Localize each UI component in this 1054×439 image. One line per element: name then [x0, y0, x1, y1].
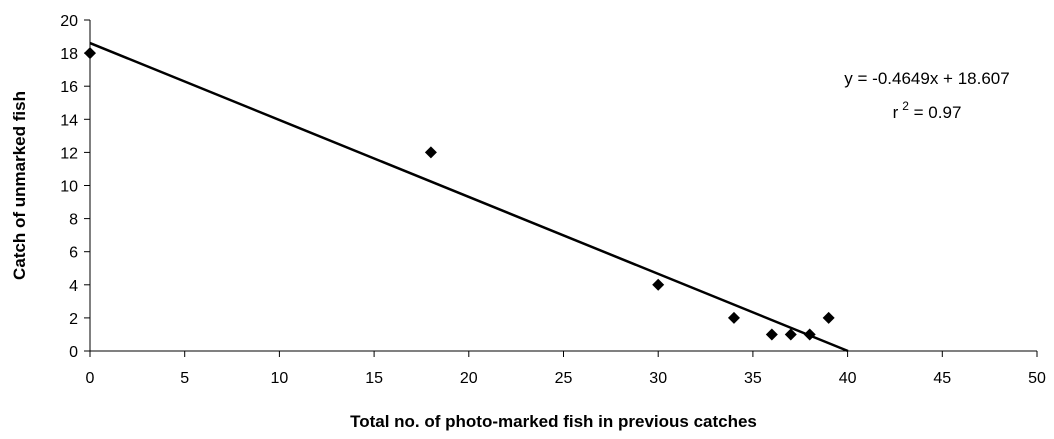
y-tick-label: 10 — [60, 179, 78, 196]
x-tick-label: 50 — [1028, 370, 1046, 387]
x-tick-label: 5 — [180, 370, 189, 387]
y-tick-label: 4 — [69, 278, 78, 295]
x-tick-label: 30 — [649, 370, 667, 387]
x-tick-label: 10 — [271, 370, 289, 387]
data-point — [784, 328, 797, 341]
regression-equation: y = -0.4649x + 18.607 — [844, 69, 1009, 88]
x-ticks: 0 5 10 15 20 25 30 35 40 45 50 — [86, 351, 1046, 387]
trendline — [89, 41, 849, 353]
y-tick-label: 14 — [60, 112, 78, 129]
y-tick-label: 18 — [60, 46, 78, 63]
x-tick-label: 35 — [744, 370, 762, 387]
y-tick-label: 20 — [60, 13, 78, 30]
data-point — [727, 311, 740, 324]
x-tick-label: 20 — [460, 370, 478, 387]
y-tick-label: 16 — [60, 79, 78, 96]
r-squared-superscript: 2 — [902, 99, 909, 113]
x-tick-label: 40 — [839, 370, 857, 387]
data-point — [652, 278, 665, 291]
x-axis-title: Total no. of photo-marked fish in previo… — [350, 412, 757, 431]
data-point — [84, 47, 96, 60]
trendline-group — [89, 41, 849, 353]
r-squared-prefix: r — [893, 103, 899, 122]
x-tick-label: 15 — [365, 370, 383, 387]
y-tick-label: 12 — [60, 145, 78, 162]
y-tick-label: 6 — [69, 245, 78, 262]
x-tick-label: 0 — [86, 370, 95, 387]
data-points — [84, 47, 835, 341]
y-tick-label: 8 — [69, 212, 78, 229]
x-tick-label: 25 — [555, 370, 573, 387]
data-point — [803, 328, 816, 341]
data-point — [822, 311, 835, 324]
data-point — [424, 146, 437, 159]
y-axis-title: Catch of unmarked fish — [10, 91, 29, 280]
y-ticks: 0 2 4 6 8 10 12 14 16 18 20 — [60, 13, 90, 361]
y-tick-label: 0 — [69, 344, 78, 361]
data-point — [765, 328, 778, 341]
r-squared-value: = 0.97 — [909, 103, 961, 122]
x-tick-label: 45 — [933, 370, 951, 387]
y-tick-label: 2 — [69, 311, 78, 328]
